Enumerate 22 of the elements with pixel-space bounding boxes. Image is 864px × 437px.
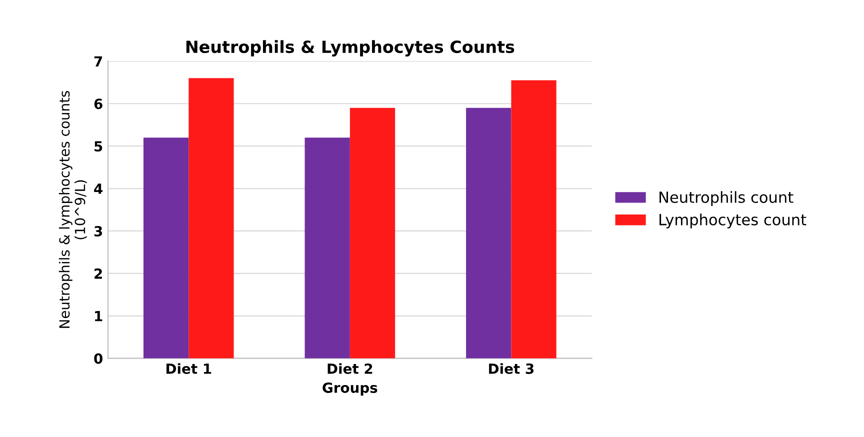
bar (188, 78, 234, 358)
y-tick-label: 1 (95, 311, 102, 322)
y-tick-label: 6 (94, 98, 102, 110)
bar (304, 138, 350, 358)
y-axis-title: Neutrophils & lymphocytes counts (10^9/L) (58, 90, 87, 328)
x-tick-label: Diet 2 (328, 363, 372, 374)
bar (511, 80, 556, 358)
x-tick-label: Diet 3 (489, 363, 534, 374)
legend-label: Lymphocytes count (660, 214, 806, 228)
y-tick-label: 4 (94, 184, 102, 194)
y-tick-label: 7 (94, 56, 102, 66)
bar (143, 138, 189, 358)
y-tick-label: 3 (94, 226, 102, 236)
chart-title: Neutrophils & Lymphocytes Counts (186, 40, 514, 56)
legend-label: Neutrophils count (660, 191, 794, 206)
y-tick-label: 0 (94, 353, 102, 364)
bar (350, 108, 396, 358)
x-axis-title: Groups (322, 382, 378, 396)
y-tick-label: 5 (94, 141, 102, 152)
x-tick-label: Diet 1 (166, 363, 212, 374)
y-tick-label: 2 (94, 268, 102, 279)
bar (466, 108, 512, 358)
